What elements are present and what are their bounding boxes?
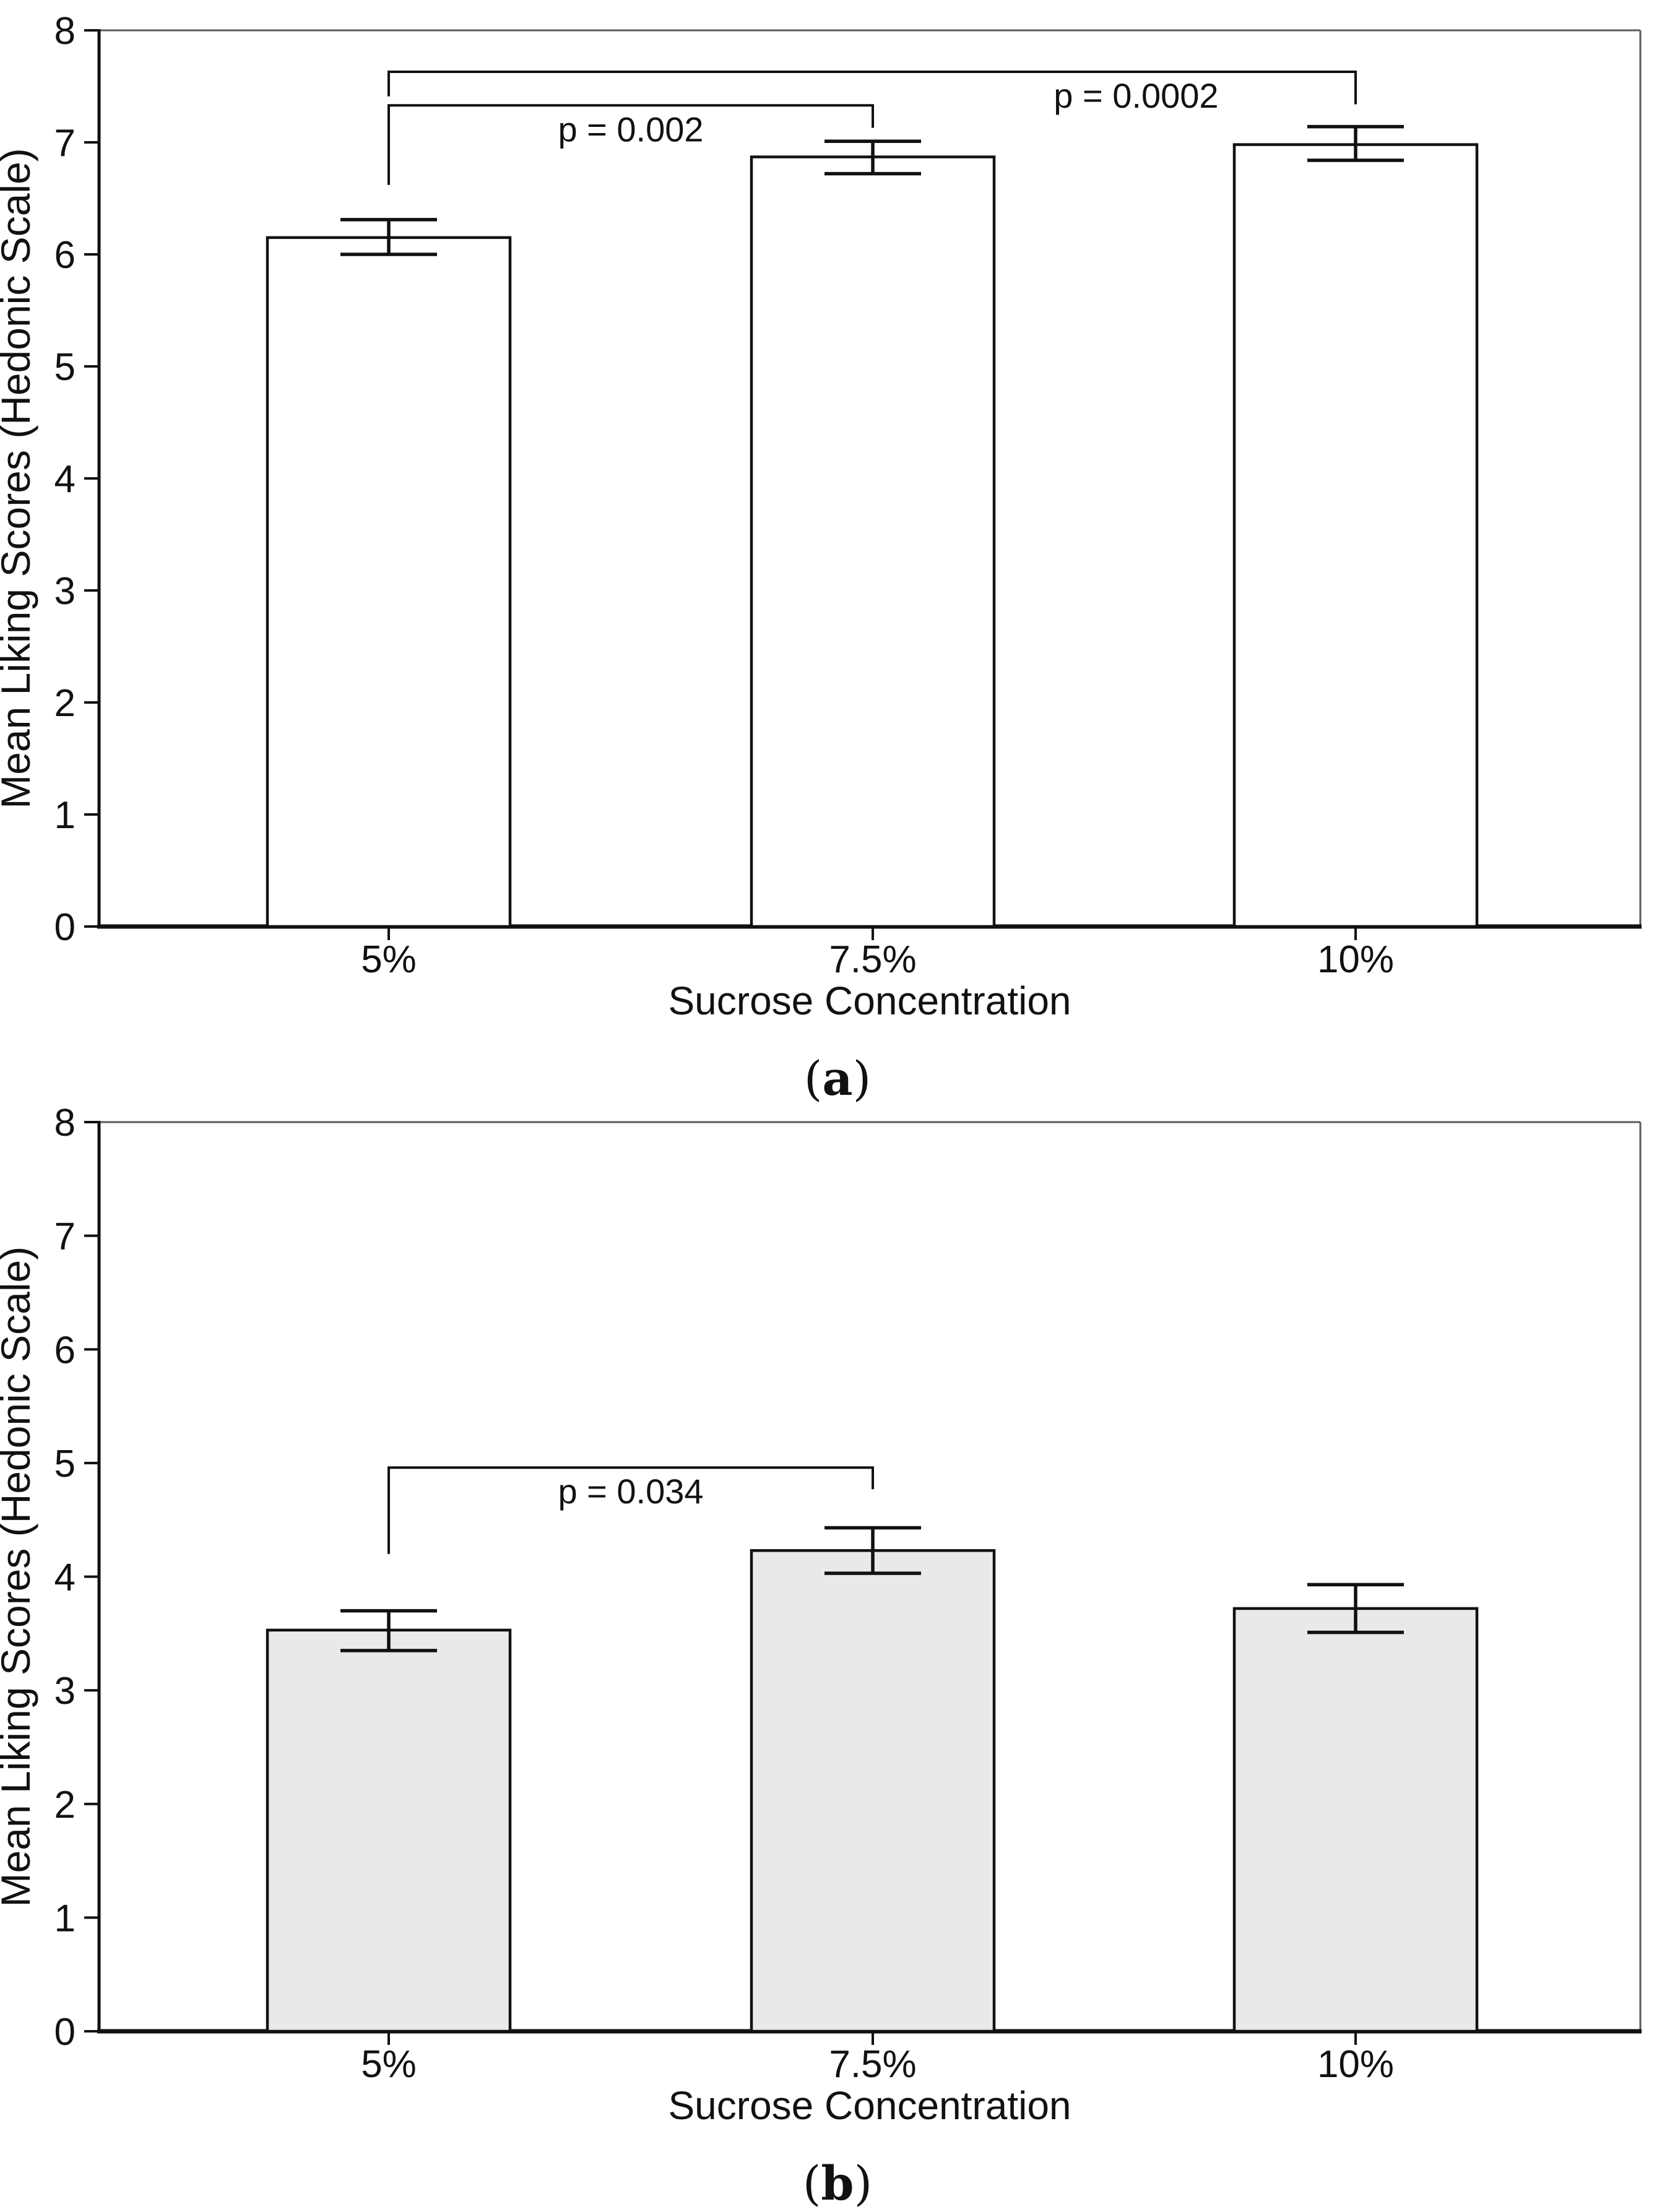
y-tick-label: 6 xyxy=(54,1329,76,1372)
y-tick-label: 1 xyxy=(54,1897,76,1940)
bar-10% xyxy=(1232,1607,1479,2033)
p-value-label: p = 0.002 xyxy=(558,110,703,149)
y-tick-label: 8 xyxy=(54,1106,76,1144)
y-tick-label: 2 xyxy=(54,682,76,725)
y-axis-title: Mean Liking Scores (Hedonic Scale) xyxy=(0,148,38,809)
x-axis-title: Sucrose Concentration xyxy=(668,2083,1071,2128)
y-tick-label: 5 xyxy=(54,346,76,389)
y-tick-label: 3 xyxy=(54,1670,76,1713)
p-value-label: p = 0.0002 xyxy=(1054,76,1218,115)
x-tick-label: 10% xyxy=(1317,2043,1394,2086)
x-tick-label: 5% xyxy=(361,938,417,981)
panel-a-chart: 0 1 2 3 4 5 6 7 8 5% 7.5% 10% p = 0.002 p = 0.0002 Mea… xyxy=(0,10,1642,1106)
bar-7.5% xyxy=(750,155,996,928)
x-tick-label: 7.5% xyxy=(829,938,916,981)
y-tick-label: 7 xyxy=(54,1216,76,1258)
x-axis-title: Sucrose Concentration xyxy=(668,979,1071,1023)
x-tick-label: 7.5% xyxy=(829,2043,916,2086)
y-tick-label: 7 xyxy=(54,122,76,165)
y-tick-label: 6 xyxy=(54,234,76,277)
panel-label: (b) xyxy=(803,2156,872,2211)
significance-bracket xyxy=(387,70,1357,105)
bar-10% xyxy=(1232,143,1479,928)
y-tick-label: 4 xyxy=(54,458,76,501)
y-axis-title: Mean Liking Scores (Hedonic Scale) xyxy=(0,1246,38,1907)
y-tick-label: 5 xyxy=(54,1443,76,1485)
bar-7.5% xyxy=(750,1549,996,2033)
y-tick-label: 4 xyxy=(54,1557,76,1599)
p-value-label: p = 0.034 xyxy=(558,1472,703,1511)
bar-5% xyxy=(266,236,512,928)
x-tick-label: 10% xyxy=(1317,938,1394,981)
significance-bracket xyxy=(387,1466,874,1554)
y-tick-label: 2 xyxy=(54,1784,76,1826)
y-tick-label: 8 xyxy=(54,10,76,53)
y-tick-label: 1 xyxy=(54,794,76,837)
panel-label: (a) xyxy=(804,1051,872,1106)
significance-bracket xyxy=(387,104,874,185)
y-tick-label: 3 xyxy=(54,570,76,613)
x-tick-label: 5% xyxy=(361,2043,417,2086)
y-tick-label: 0 xyxy=(54,2011,76,2054)
y-tick-label: 0 xyxy=(54,906,76,949)
panel-b-chart: 0 1 2 3 4 5 6 7 8 5% 7.5% 10% p = 0.034 Mean Liking S… xyxy=(0,1106,1675,2212)
bar-5% xyxy=(266,1628,512,2033)
